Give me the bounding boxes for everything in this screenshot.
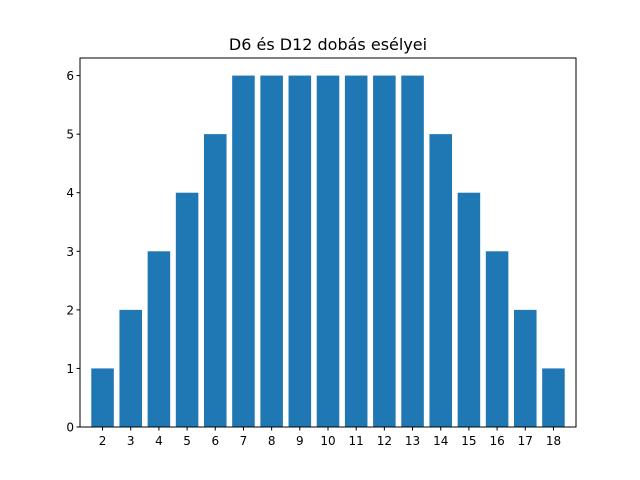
- bar-6: [204, 134, 227, 427]
- bar-13: [401, 75, 424, 428]
- bars-group: [91, 75, 565, 428]
- bar-14: [429, 134, 452, 427]
- y-tick-label: 4: [66, 186, 74, 200]
- x-tick-label: 17: [518, 434, 533, 448]
- y-tick-label: 2: [66, 303, 74, 317]
- bar-17: [514, 309, 537, 427]
- x-tick-label: 7: [240, 434, 248, 448]
- y-tick-label: 1: [66, 362, 74, 376]
- x-tick-label: 14: [433, 434, 448, 448]
- bar-3: [119, 309, 142, 427]
- chart-title: D6 és D12 dobás esélyei: [229, 35, 427, 54]
- bar-11: [344, 75, 368, 428]
- x-tick-label: 10: [320, 434, 335, 448]
- x-tick-label: 13: [405, 434, 420, 448]
- bar-4: [147, 251, 171, 427]
- x-tick-label: 11: [349, 434, 364, 448]
- bar-9: [288, 75, 312, 428]
- x-tick-label: 15: [461, 434, 476, 448]
- bar-10: [316, 75, 340, 428]
- x-tick-label: 3: [127, 434, 135, 448]
- x-tick-label: 2: [99, 434, 107, 448]
- x-tick-label: 6: [211, 434, 219, 448]
- bar-12: [373, 75, 396, 428]
- bar-15: [457, 192, 481, 427]
- bar-8: [260, 75, 283, 428]
- x-tick-label: 18: [546, 434, 561, 448]
- x-tick-label: 5: [183, 434, 191, 448]
- bar-16: [485, 251, 509, 427]
- bar-5: [175, 192, 199, 427]
- bar-18: [542, 368, 565, 427]
- bar-2: [91, 368, 114, 427]
- x-axis: 2 3 4 5 6 7 8 9 10 11 12 13 14 15 16 17 18: [99, 427, 561, 448]
- x-tick-label: 12: [377, 434, 392, 448]
- x-tick-label: 4: [155, 434, 163, 448]
- plot-frame: [79, 57, 577, 428]
- x-tick-label: 9: [296, 434, 304, 448]
- y-tick-label: 0: [66, 421, 74, 435]
- bar-7: [232, 75, 255, 428]
- y-tick-label: 6: [66, 69, 74, 83]
- y-axis: 0 1 2 3 4 5 6: [66, 69, 80, 435]
- y-tick-label: 5: [66, 128, 74, 142]
- x-tick-label: 8: [268, 434, 276, 448]
- x-tick-label: 16: [489, 434, 504, 448]
- y-tick-label: 3: [66, 245, 74, 259]
